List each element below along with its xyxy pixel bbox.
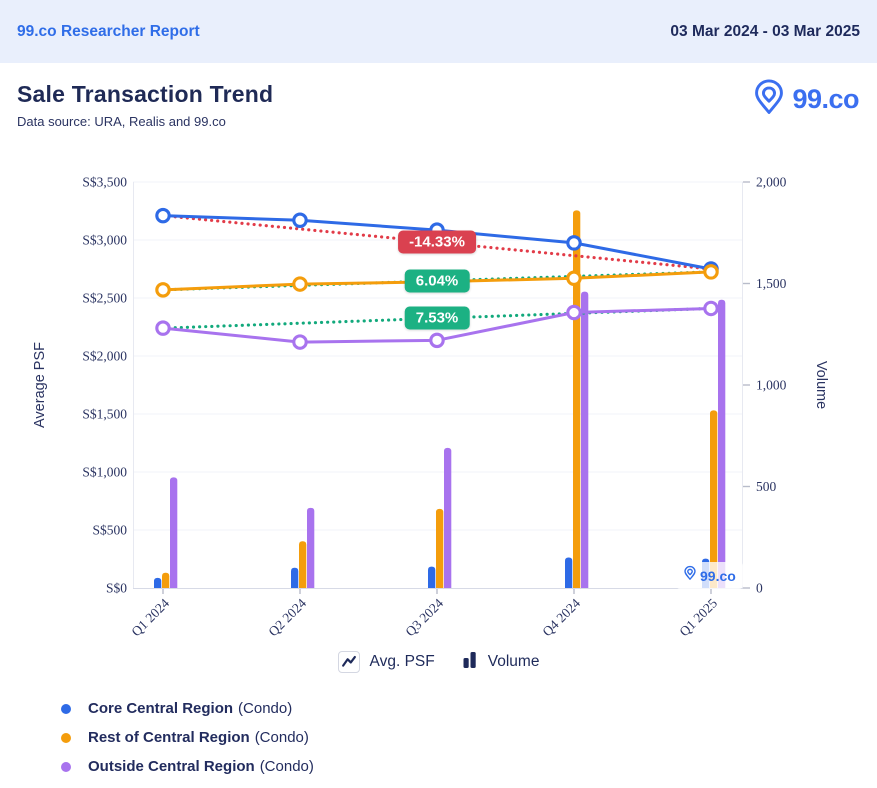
left-axis-tick-label: S$500 bbox=[92, 523, 127, 538]
combo-chart: S$3,500 S$3,000 S$2,500 S$2,000 S$1,500 S$1,0… bbox=[32, 175, 829, 640]
legend-item-core-central-region[interactable]: Core Central Region (Condo) bbox=[61, 694, 314, 723]
left-axis-tick-label: S$2,000 bbox=[82, 349, 127, 364]
marker-legend: Avg. PSF Volume bbox=[0, 650, 877, 674]
right-axis-tick-label: 0 bbox=[756, 581, 763, 596]
left-axis-tick-label: S$1,500 bbox=[82, 407, 127, 422]
psf-point bbox=[566, 235, 582, 251]
volume-bar bbox=[154, 577, 162, 588]
line-chart-icon bbox=[337, 651, 360, 673]
volume-bar bbox=[299, 541, 307, 588]
volume-bar bbox=[718, 299, 726, 588]
chart-watermark: 99.co bbox=[676, 562, 743, 589]
report-title: 99.co Researcher Report bbox=[17, 22, 200, 40]
psf-point bbox=[703, 300, 719, 317]
series-name: Core Central Region bbox=[88, 700, 234, 717]
right-axis-tick-label: 500 bbox=[756, 479, 777, 494]
series-color-dot bbox=[61, 732, 71, 743]
left-axis-tick-label: S$3,000 bbox=[82, 233, 127, 248]
psf-point bbox=[155, 282, 171, 298]
trend-badge-core-central: -14.33% bbox=[398, 230, 476, 254]
volume-bar bbox=[444, 447, 452, 588]
brand-wordmark: 99.co bbox=[792, 84, 859, 114]
psf-point bbox=[566, 304, 582, 321]
page-title: Sale Transaction Trend bbox=[17, 81, 274, 107]
x-axis-tick-label: Q2 2024 bbox=[265, 595, 309, 639]
psf-point bbox=[155, 207, 171, 224]
volume-bar bbox=[565, 557, 573, 588]
watermark-text: 99.co bbox=[700, 567, 736, 584]
volume-bar bbox=[162, 572, 170, 588]
right-axis-tick-label: 1,000 bbox=[756, 378, 787, 393]
volume-bar bbox=[573, 210, 581, 589]
psf-point bbox=[703, 264, 719, 280]
series-color-dot bbox=[61, 761, 71, 772]
x-axis-tick-label: Q4 2024 bbox=[539, 595, 583, 639]
brand-logo: 99.co bbox=[751, 78, 859, 121]
volume-bars-1 bbox=[162, 210, 718, 589]
report-date-range: 03 Mar 2024 - 03 Mar 2025 bbox=[670, 22, 860, 40]
series-suffix: (Condo) bbox=[254, 729, 309, 746]
volume-bars-2 bbox=[170, 291, 726, 588]
psf-point bbox=[566, 270, 582, 287]
left-axis-tick-label: S$0 bbox=[106, 581, 127, 596]
psf-point bbox=[292, 334, 308, 350]
series-suffix: (Condo) bbox=[238, 700, 293, 717]
bar-chart-icon bbox=[463, 650, 478, 674]
series-suffix: (Condo) bbox=[259, 758, 314, 775]
psf-point bbox=[155, 320, 171, 336]
left-axis-tick-label: S$2,500 bbox=[82, 291, 127, 306]
right-axis-title: Volume bbox=[813, 361, 829, 409]
legend-label: Volume bbox=[487, 653, 540, 670]
series-name: Rest of Central Region bbox=[88, 729, 250, 746]
volume-bar bbox=[436, 508, 444, 588]
map-pin-icon bbox=[683, 565, 697, 586]
x-axis-tick-label: Q1 2024 bbox=[128, 595, 172, 639]
x-axis-tick-label: Q3 2024 bbox=[402, 595, 446, 639]
data-source-subtitle: Data source: URA, Realis and 99.co bbox=[17, 114, 226, 129]
psf-point bbox=[429, 332, 445, 349]
left-axis-tick-label: S$1,000 bbox=[82, 465, 127, 480]
right-axis-tick-label: 2,000 bbox=[756, 175, 787, 190]
left-axis-title: Average PSF bbox=[32, 342, 48, 428]
volume-bar bbox=[581, 291, 589, 588]
volume-bar bbox=[710, 410, 718, 588]
legend-item-outside-central-region[interactable]: Outside Central Region (Condo) bbox=[61, 752, 314, 781]
series-name: Outside Central Region bbox=[88, 758, 255, 775]
legend-item-volume[interactable]: Volume bbox=[463, 650, 540, 674]
legend-label: Avg. PSF bbox=[369, 653, 435, 670]
volume-bar bbox=[170, 477, 178, 588]
right-axis-tick-label: 1,500 bbox=[756, 276, 787, 291]
legend-item-avg-psf[interactable]: Avg. PSF bbox=[337, 651, 435, 673]
psf-point bbox=[292, 212, 308, 229]
psf-point bbox=[292, 276, 308, 292]
trend-badge-outside-central: 7.53% bbox=[404, 306, 470, 330]
report-header-bar: 99.co Researcher Report 03 Mar 2024 - 03… bbox=[0, 0, 877, 63]
volume-bars-0 bbox=[154, 557, 710, 588]
x-axis-tick-label: Q1 2025 bbox=[676, 595, 720, 639]
volume-bar bbox=[428, 566, 436, 588]
volume-bar bbox=[291, 567, 299, 588]
series-color-dot bbox=[61, 703, 71, 714]
left-axis-tick-label: S$3,500 bbox=[82, 175, 127, 190]
volume-bar bbox=[307, 507, 315, 588]
map-pin-icon bbox=[751, 78, 787, 121]
region-legend: Core Central Region (Condo) Rest of Cent… bbox=[61, 694, 314, 781]
legend-item-rest-of-central-region[interactable]: Rest of Central Region (Condo) bbox=[61, 723, 314, 752]
trend-badge-rest-of-central: 6.04% bbox=[404, 269, 470, 293]
